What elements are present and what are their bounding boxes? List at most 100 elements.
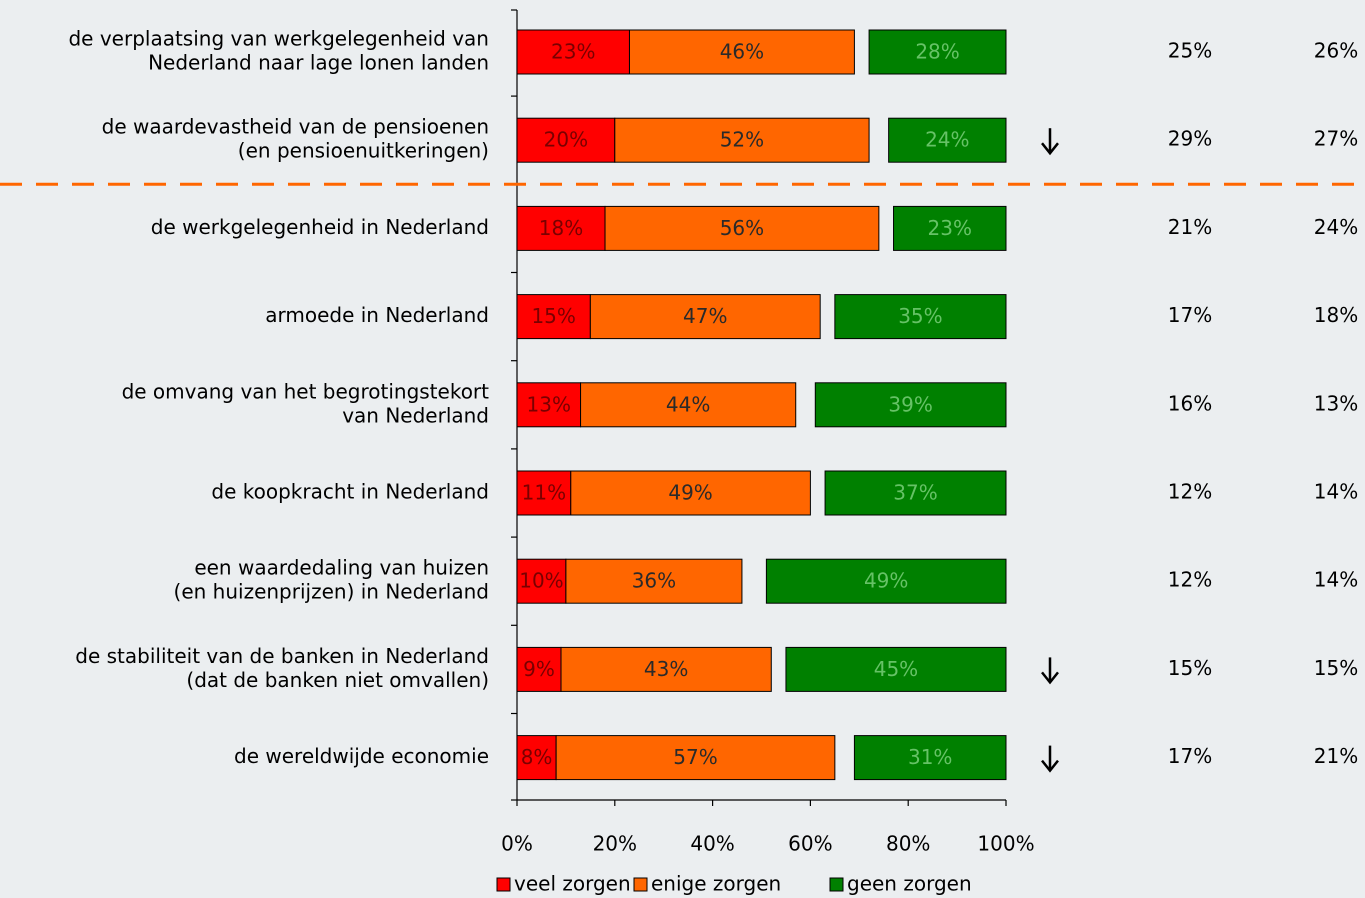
category-label: de wereldwijde economie: [234, 744, 489, 768]
bar: [516, 29, 630, 75]
data-label: 18%: [539, 216, 583, 240]
bar: [628, 29, 855, 75]
bar: [785, 646, 1007, 692]
data-label: 31%: [908, 745, 952, 769]
legend-swatch: [633, 877, 648, 892]
data-label: 52%: [720, 128, 764, 152]
data-label: 37%: [893, 481, 937, 505]
column-value: 15%: [1314, 656, 1358, 680]
data-label: 10%: [519, 569, 563, 593]
column-value: 21%: [1168, 215, 1212, 239]
legend-label: geen zorgen: [847, 872, 972, 896]
data-label: 28%: [915, 40, 959, 64]
data-label: 23%: [928, 216, 972, 240]
column-value: 24%: [1314, 215, 1358, 239]
column-value: 13%: [1314, 391, 1358, 415]
bar: [560, 646, 772, 692]
bar: [604, 205, 880, 251]
category-label: een waardedaling van huizen: [194, 556, 489, 580]
legend-label: enige zorgen: [651, 872, 781, 896]
legend-label: veel zorgen: [514, 872, 631, 896]
legend-swatch: [829, 877, 844, 892]
column-value: 17%: [1168, 744, 1212, 768]
bar: [765, 558, 1007, 604]
x-tick-label: 100%: [977, 832, 1034, 856]
category-label: (en pensioenuitkeringen): [238, 139, 489, 163]
data-label: 23%: [551, 40, 595, 64]
column-value: 16%: [1168, 391, 1212, 415]
bar: [555, 735, 836, 781]
data-label: 35%: [898, 304, 942, 328]
category-label: de waardevastheid van de pensioenen: [102, 115, 489, 139]
column-value: 12%: [1168, 568, 1212, 592]
bar: [516, 117, 616, 163]
x-tick-label: 80%: [886, 832, 930, 856]
bar: [868, 29, 1007, 75]
category-label: de werkgelegenheid in Nederland: [151, 215, 489, 239]
bar: [516, 470, 572, 516]
column-value: 12%: [1168, 480, 1212, 504]
data-label: 43%: [644, 657, 688, 681]
data-label: 20%: [544, 128, 588, 152]
data-label: 9%: [523, 657, 555, 681]
column-value: 21%: [1314, 744, 1358, 768]
category-label: de koopkracht in Nederland: [211, 480, 489, 504]
column-value: 14%: [1314, 480, 1358, 504]
data-label: 36%: [632, 569, 676, 593]
trend-arrow-head: [1041, 142, 1059, 156]
data-label: 39%: [888, 392, 932, 416]
data-label: 49%: [864, 569, 908, 593]
category-label: van Nederland: [342, 403, 489, 427]
bar: [516, 558, 567, 604]
bar: [614, 117, 870, 163]
column-value: 18%: [1314, 303, 1358, 327]
bar: [888, 117, 1007, 163]
x-tick-label: 40%: [690, 832, 734, 856]
category-label: de stabiliteit van de banken in Nederlan…: [75, 644, 489, 668]
column-value: 25%: [1168, 39, 1212, 63]
data-label: 8%: [521, 745, 553, 769]
category-label: de verplaatsing van werkgelegenheid van: [68, 27, 489, 51]
bar: [853, 735, 1007, 781]
bar: [516, 646, 562, 692]
trend-arrow-head: [1041, 671, 1059, 685]
data-label: 15%: [531, 304, 575, 328]
bar: [516, 205, 606, 251]
category-label: de omvang van het begrotingstekort: [122, 379, 490, 403]
column-value: 29%: [1168, 127, 1212, 151]
bar: [893, 205, 1007, 251]
bar: [516, 735, 557, 781]
data-label: 47%: [683, 304, 727, 328]
bar: [516, 294, 591, 340]
column-value: 26%: [1314, 39, 1358, 63]
legend-swatch: [496, 877, 511, 892]
data-label: 44%: [666, 392, 710, 416]
bar: [824, 470, 1007, 516]
data-label: 45%: [874, 657, 918, 681]
bar: [814, 382, 1007, 428]
bar: [589, 294, 821, 340]
bar: [834, 294, 1007, 340]
x-tick-label: 20%: [593, 832, 637, 856]
bar: [580, 382, 797, 428]
trend-arrow-head: [1041, 759, 1059, 773]
column-value: 17%: [1168, 303, 1212, 327]
category-label: (dat de banken niet omvallen): [186, 668, 489, 692]
x-tick-label: 0%: [501, 832, 533, 856]
bar: [516, 382, 582, 428]
bar: [565, 558, 743, 604]
data-label: 57%: [673, 745, 717, 769]
column-value: 27%: [1314, 127, 1358, 151]
category-label: Nederland naar lage lonen landen: [148, 51, 489, 75]
data-label: 24%: [925, 128, 969, 152]
data-label: 13%: [527, 392, 571, 416]
data-label: 46%: [720, 40, 764, 64]
x-tick-label: 60%: [788, 832, 832, 856]
column-value: 14%: [1314, 568, 1358, 592]
data-label: 49%: [668, 481, 712, 505]
column-value: 15%: [1168, 656, 1212, 680]
category-label: (en huizenprijzen) in Nederland: [174, 580, 489, 604]
data-label: 11%: [522, 481, 566, 505]
category-label: armoede in Nederland: [265, 303, 489, 327]
